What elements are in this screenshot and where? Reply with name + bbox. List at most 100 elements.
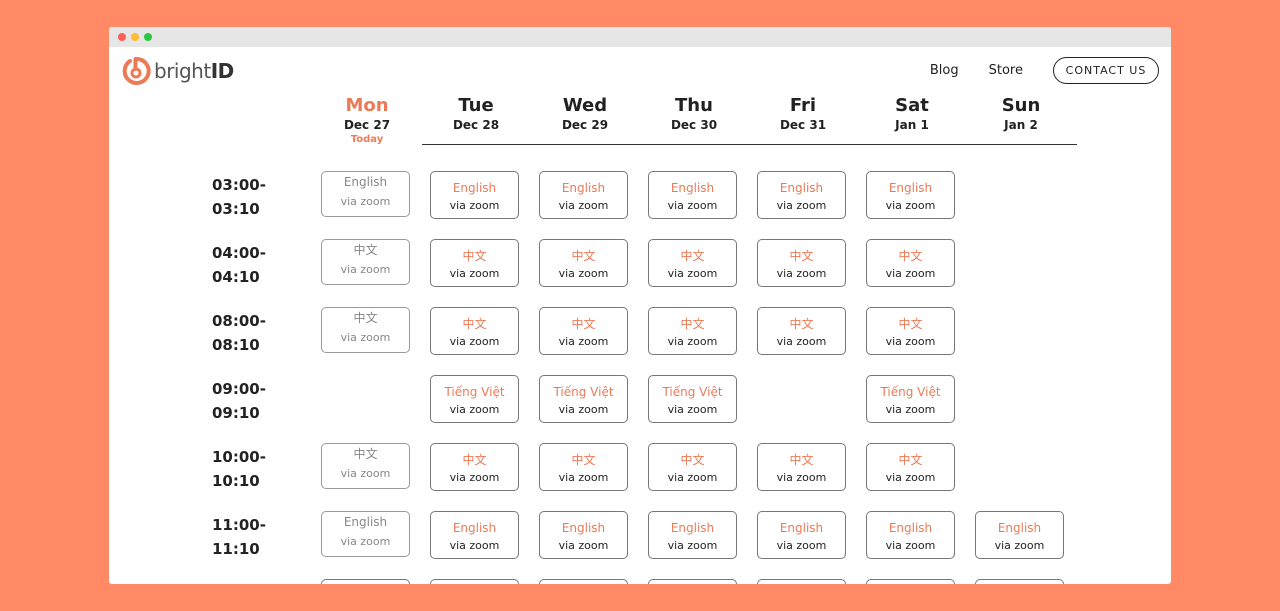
session-slot-button[interactable]: 中文 via zoom bbox=[866, 307, 955, 355]
session-slot-button[interactable]: English via zoom bbox=[866, 171, 955, 219]
day-column-header: Mon Dec 27 Today bbox=[312, 95, 422, 147]
session-language: English bbox=[670, 521, 715, 535]
session-language: 中文 bbox=[353, 311, 378, 325]
session-language: Tiếng Việt bbox=[662, 385, 723, 399]
time-end: 10:10 bbox=[212, 472, 260, 490]
session-slot-button[interactable]: 中文 via zoom bbox=[866, 443, 955, 491]
maximize-window-icon[interactable] bbox=[144, 33, 152, 41]
session-via-label: via zoom bbox=[340, 467, 391, 480]
session-slot-button[interactable]: 中文 via zoom bbox=[430, 239, 519, 287]
session-slot-button[interactable]: English via zoom bbox=[866, 511, 955, 559]
session-slot-button[interactable]: English via zoom bbox=[648, 511, 737, 559]
session-via-label: via zoom bbox=[667, 199, 718, 212]
session-language: English bbox=[888, 521, 933, 535]
session-slot-button[interactable]: 中文 via zoom bbox=[648, 239, 737, 287]
session-slot-button[interactable]: 中文 via zoom bbox=[430, 443, 519, 491]
day-name: Sat bbox=[895, 95, 929, 116]
session-via-label: via zoom bbox=[776, 471, 827, 484]
session-language: Tiếng Việt bbox=[880, 385, 941, 399]
brightid-logo[interactable]: brightID bbox=[121, 56, 234, 86]
time-slot-label: 08:00- 08:10 bbox=[212, 309, 266, 357]
time-slot-label: 09:00- 09:10 bbox=[212, 377, 266, 425]
session-language: 中文 bbox=[789, 453, 814, 467]
session-slot-button[interactable]: English via zoom bbox=[757, 171, 846, 219]
session-language: 中文 bbox=[898, 317, 923, 331]
session-slot-button[interactable]: 中文 via zoom bbox=[539, 239, 628, 287]
session-via-label: via zoom bbox=[885, 403, 936, 416]
session-language: English bbox=[343, 515, 388, 529]
session-language: English bbox=[670, 181, 715, 195]
session-slot-button[interactable] bbox=[430, 579, 519, 584]
session-slot-button[interactable]: 中文 via zoom bbox=[430, 307, 519, 355]
session-language: English bbox=[997, 521, 1042, 535]
time-start: 03:00- bbox=[212, 176, 266, 194]
session-slot-button[interactable]: Tiếng Việt via zoom bbox=[430, 375, 519, 423]
session-language: 中文 bbox=[462, 317, 487, 331]
session-language: English bbox=[561, 521, 606, 535]
session-via-label: via zoom bbox=[558, 539, 609, 552]
session-language: 中文 bbox=[571, 317, 596, 331]
session-via-label: via zoom bbox=[667, 539, 718, 552]
time-start: 10:00- bbox=[212, 448, 266, 466]
brand-name: brightID bbox=[154, 59, 234, 83]
session-slot-button[interactable]: English via zoom bbox=[430, 171, 519, 219]
session-slot-button[interactable]: English via zoom bbox=[539, 511, 628, 559]
day-column-header: Tue Dec 28 bbox=[421, 95, 531, 133]
day-name: Fri bbox=[789, 95, 817, 116]
minimize-window-icon[interactable] bbox=[131, 33, 139, 41]
time-end: 03:10 bbox=[212, 200, 260, 218]
session-language: English bbox=[561, 181, 606, 195]
session-slot-button[interactable]: 中文 via zoom bbox=[757, 307, 846, 355]
session-language: 中文 bbox=[898, 249, 923, 263]
session-slot-button[interactable]: English via zoom bbox=[648, 171, 737, 219]
nav-blog-link[interactable]: Blog bbox=[929, 63, 959, 78]
session-language: 中文 bbox=[789, 317, 814, 331]
session-via-label: via zoom bbox=[885, 199, 936, 212]
nav-store-link[interactable]: Store bbox=[988, 63, 1023, 78]
session-slot-button[interactable]: 中文 via zoom bbox=[648, 307, 737, 355]
session-slot-button[interactable]: 中文 via zoom bbox=[539, 443, 628, 491]
session-slot-button[interactable]: 中文 via zoom bbox=[866, 239, 955, 287]
day-column-header: Fri Dec 31 bbox=[748, 95, 858, 133]
session-via-label: via zoom bbox=[885, 539, 936, 552]
session-slot-button[interactable] bbox=[757, 579, 846, 584]
close-window-icon[interactable] bbox=[118, 33, 126, 41]
session-via-label: via zoom bbox=[885, 471, 936, 484]
session-slot-button[interactable]: Tiếng Việt via zoom bbox=[648, 375, 737, 423]
session-slot-button[interactable] bbox=[866, 579, 955, 584]
contact-us-button[interactable]: CONTACT US bbox=[1053, 57, 1159, 84]
session-language: 中文 bbox=[353, 243, 378, 257]
session-slot-button[interactable] bbox=[975, 579, 1064, 584]
title-bar bbox=[109, 27, 1171, 47]
session-slot-button[interactable]: English via zoom bbox=[975, 511, 1064, 559]
session-slot-button[interactable] bbox=[539, 579, 628, 584]
session-slot-button[interactable]: Tiếng Việt via zoom bbox=[866, 375, 955, 423]
session-language: 中文 bbox=[462, 453, 487, 467]
session-language: 中文 bbox=[680, 249, 705, 263]
session-slot-button[interactable]: 中文 via zoom bbox=[648, 443, 737, 491]
brand-name-light: bright bbox=[154, 59, 211, 83]
session-slot-button[interactable]: English via zoom bbox=[757, 511, 846, 559]
time-end: 08:10 bbox=[212, 336, 260, 354]
time-slot-label: 10:00- 10:10 bbox=[212, 445, 266, 493]
day-date: Dec 30 bbox=[670, 118, 718, 132]
session-slot-button[interactable] bbox=[321, 579, 410, 584]
session-slot-button[interactable]: English via zoom bbox=[539, 171, 628, 219]
session-slot-button[interactable]: English via zoom bbox=[430, 511, 519, 559]
session-language: 中文 bbox=[353, 447, 378, 461]
day-date: Jan 2 bbox=[1004, 118, 1038, 132]
session-language: 中文 bbox=[680, 453, 705, 467]
day-date: Dec 29 bbox=[561, 118, 609, 132]
session-via-label: via zoom bbox=[667, 403, 718, 416]
session-language: Tiếng Việt bbox=[553, 385, 614, 399]
session-slot-button[interactable]: Tiếng Việt via zoom bbox=[539, 375, 628, 423]
day-name: Sun bbox=[1001, 95, 1041, 116]
session-slot-button[interactable]: 中文 via zoom bbox=[539, 307, 628, 355]
session-slot-button[interactable]: 中文 via zoom bbox=[757, 443, 846, 491]
session-slot-button[interactable] bbox=[648, 579, 737, 584]
session-slot-button[interactable]: 中文 via zoom bbox=[757, 239, 846, 287]
time-slot-label: 11:00- 11:10 bbox=[212, 513, 266, 561]
day-header-divider bbox=[422, 144, 1077, 145]
session-via-label: via zoom bbox=[667, 335, 718, 348]
day-date: Dec 31 bbox=[779, 118, 827, 132]
